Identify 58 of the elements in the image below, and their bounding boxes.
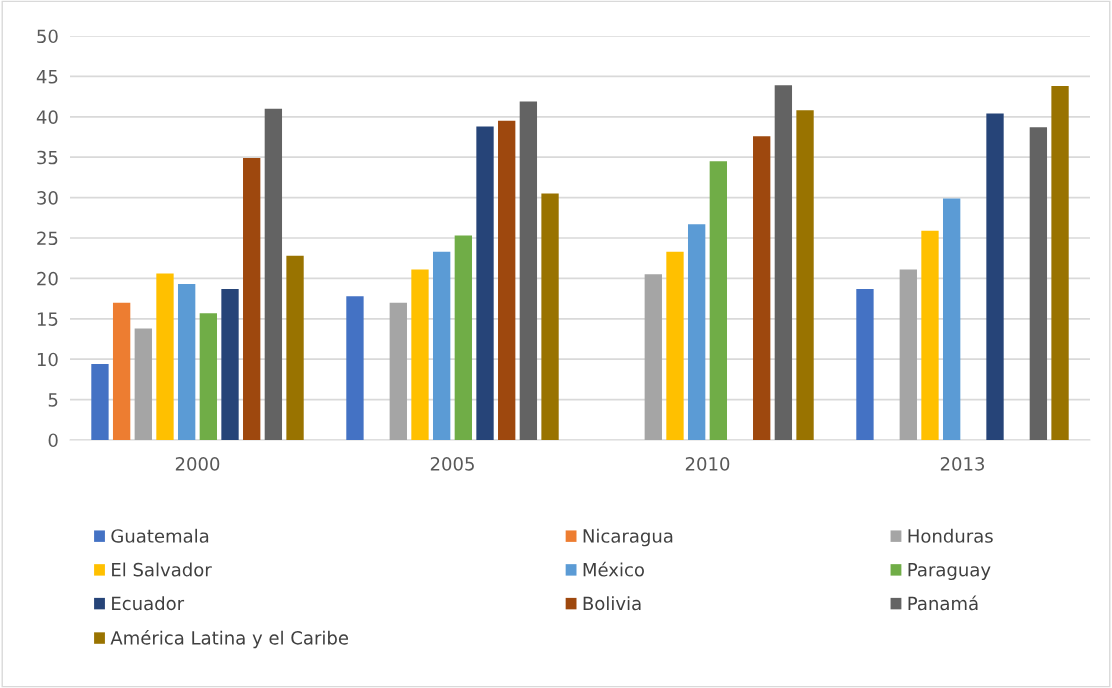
y-tick-label: 20 — [37, 271, 58, 286]
x-tick-label: 2010 — [685, 456, 730, 471]
bar — [432, 251, 451, 440]
legend-label: América Latina y el Caribe — [110, 629, 349, 649]
bar — [498, 120, 516, 440]
bar — [666, 251, 684, 440]
bar — [856, 288, 874, 440]
bar — [264, 108, 283, 440]
bar — [476, 126, 494, 440]
bar — [221, 288, 239, 440]
legend-label: Guatemala — [111, 528, 209, 543]
bar — [411, 269, 429, 440]
legend-label: Paraguay — [908, 563, 991, 581]
bar — [199, 313, 218, 440]
legend-label: Honduras — [908, 528, 993, 543]
legend-label: El Salvador — [112, 562, 212, 577]
y-tick-label: 5 — [48, 393, 58, 407]
y-tick-label: 40 — [36, 110, 58, 124]
legend-label: México — [583, 561, 644, 577]
bar — [687, 224, 706, 440]
bar — [541, 193, 559, 440]
bar — [519, 101, 538, 440]
y-tick-label: 0 — [48, 433, 58, 448]
bar — [134, 328, 152, 440]
bar — [346, 296, 364, 440]
y-tick-label: 50 — [37, 29, 58, 44]
x-tick-label: 2013 — [940, 456, 985, 471]
bar — [1051, 86, 1069, 440]
bar — [986, 113, 1004, 440]
legend-label: Panamá — [908, 595, 978, 611]
bar — [774, 85, 793, 440]
bar — [389, 302, 407, 440]
legend-label: Bolivia — [583, 596, 641, 611]
x-tick-label: 2000 — [175, 456, 220, 471]
legend-label: Nicaragua — [583, 528, 673, 547]
bar — [156, 273, 174, 440]
bar — [644, 274, 662, 440]
bar — [243, 158, 261, 440]
y-tick-label: 15 — [37, 312, 58, 326]
bar — [753, 136, 771, 440]
bar — [1029, 127, 1048, 440]
bar — [709, 161, 728, 440]
bar — [796, 110, 814, 440]
bar — [942, 198, 961, 440]
y-tick-label: 10 — [37, 352, 58, 367]
y-tick-label: 35 — [37, 150, 58, 165]
y-tick-label: 25 — [37, 231, 58, 246]
bar — [112, 302, 131, 440]
bar — [454, 235, 473, 440]
y-tick-label: 45 — [36, 70, 58, 84]
legend-label: Ecuador — [112, 596, 185, 611]
x-tick-label: 2005 — [430, 456, 474, 471]
bar — [177, 284, 196, 440]
bar — [91, 364, 109, 440]
y-tick-label: 30 — [37, 191, 58, 205]
bar — [286, 255, 304, 440]
bar — [899, 269, 917, 440]
bar — [921, 230, 939, 440]
